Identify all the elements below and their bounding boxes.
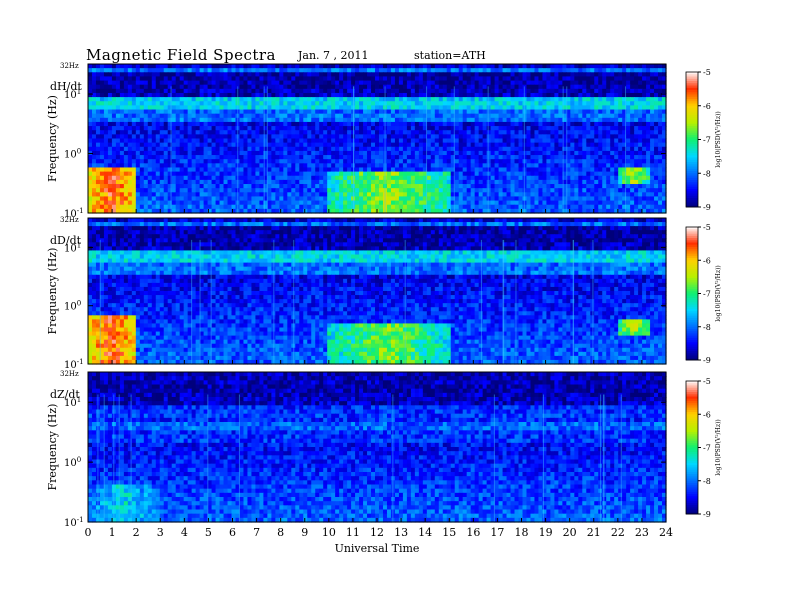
x-axis-label: Universal Time (335, 542, 420, 555)
x-tick-label: 3 (157, 526, 164, 539)
y-tick-label: 100 (64, 300, 81, 313)
panel-dD (88, 218, 667, 365)
x-tick-label: 15 (442, 526, 456, 539)
y-tick-label: 101 (64, 88, 81, 101)
colorbar-tick-label: -6 (703, 102, 711, 111)
colorbar-tick-label: -5 (703, 377, 711, 386)
x-tick-label: 5 (205, 526, 212, 539)
x-tick-label: 9 (301, 526, 308, 539)
colorbar-tick-label: -5 (703, 68, 711, 77)
y-tick-label: 10-1 (64, 358, 84, 371)
x-tick-label: 12 (370, 526, 384, 539)
x-tick-label: 2 (133, 526, 140, 539)
colorbar-label: log10(PSD(V²/Hz)) (715, 419, 722, 475)
x-tick-label: 10 (322, 526, 336, 539)
x-tick-label: 21 (587, 526, 601, 539)
top-freq-label: 32Hz (60, 216, 79, 224)
date-label: Jan. 7 , 2011 (298, 49, 369, 62)
colorbar-dD: -5 -6 -7 -8 -9 log10(PSD(V²/Hz)) (685, 223, 722, 365)
panel-label: dD/dt (50, 234, 82, 247)
x-tick-label: 14 (418, 526, 432, 539)
x-tick-label: 24 (659, 526, 673, 539)
colorbar-tick-label: -8 (703, 169, 711, 178)
x-tick-label: 18 (515, 526, 529, 539)
colorbar-tick-label: -7 (703, 136, 711, 145)
y-tick-label: 101 (64, 396, 81, 409)
station-label: station=ATH (414, 49, 486, 62)
y-tick-label: 10-1 (64, 516, 84, 529)
colorbar-tick-label: -6 (703, 256, 711, 265)
panel-dZ (88, 372, 667, 523)
x-tick-label: 23 (635, 526, 649, 539)
y-axis-label: Frequency (Hz) (46, 248, 59, 335)
colorbar-tick-label: -7 (703, 290, 711, 299)
x-tick-label: 19 (539, 526, 553, 539)
x-tick-label: 11 (346, 526, 360, 539)
y-tick-label: 100 (64, 148, 81, 161)
colorbar-tick-label: -5 (703, 223, 711, 232)
colorbar-label: log10(PSD(V²/Hz)) (715, 111, 722, 167)
x-tick-label: 8 (277, 526, 284, 539)
colorbar-tick-label: -6 (703, 410, 711, 419)
colorbar-tick-label: -9 (703, 510, 711, 519)
panel-label: dH/dt (50, 80, 82, 93)
top-freq-label: 32Hz (60, 62, 79, 70)
colorbar-dH: -5 -6 -7 -8 -9 log10(PSD(V²/Hz)) (685, 68, 722, 212)
y-tick-label: 100 (64, 456, 81, 469)
y-axis-label: Frequency (Hz) (46, 404, 59, 491)
x-tick-label: 16 (466, 526, 480, 539)
colorbar-tick-label: -8 (703, 323, 711, 332)
chart-title: Magnetic Field Spectra (86, 46, 276, 64)
x-tick-label: 6 (229, 526, 236, 539)
x-tick-label: 20 (563, 526, 577, 539)
colorbar-tick-label: -9 (703, 356, 711, 365)
x-tick-label: 22 (611, 526, 625, 539)
x-tick-label: 17 (490, 526, 504, 539)
colorbar-tick-label: -8 (703, 477, 711, 486)
panel-dH (88, 64, 667, 214)
x-tick-label: 0 (85, 526, 92, 539)
x-tick-label: 13 (394, 526, 408, 539)
panel-label: dZ/dt (50, 388, 80, 401)
y-tick-label: 101 (64, 241, 81, 254)
x-tick-label: 7 (253, 526, 260, 539)
x-tick-label: 4 (181, 526, 188, 539)
x-tick-label: 1 (109, 526, 116, 539)
y-tick-label: 10-1 (64, 207, 84, 220)
colorbar-dZ: -5 -6 -7 -8 -9 log10(PSD(V²/Hz)) (685, 377, 722, 519)
colorbar-tick-label: -9 (703, 203, 711, 212)
top-freq-label: 32Hz (60, 370, 79, 378)
y-axis-label: Frequency (Hz) (46, 95, 59, 182)
colorbar-label: log10(PSD(V²/Hz)) (715, 265, 722, 321)
colorbar-tick-label: -7 (703, 444, 711, 453)
